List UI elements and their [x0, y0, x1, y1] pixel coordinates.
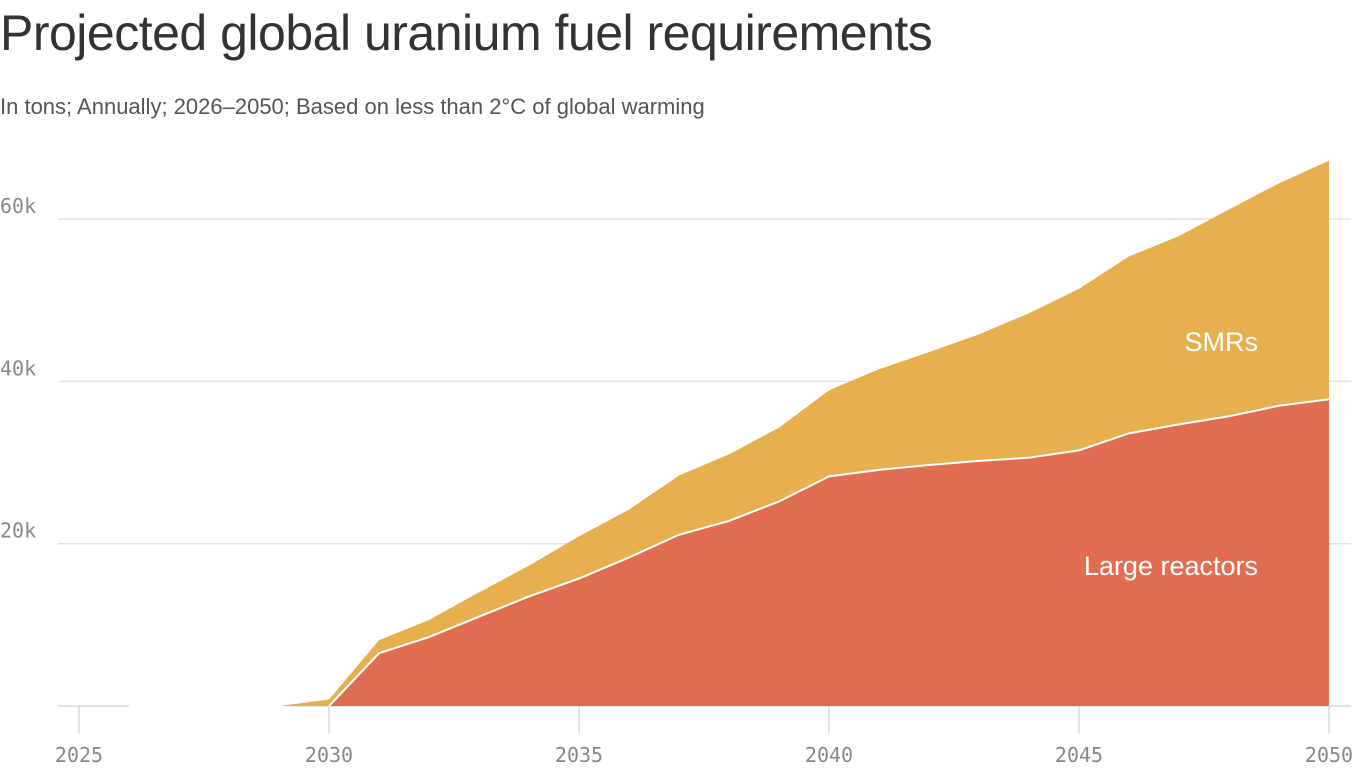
- series-label-smrs: SMRs: [1185, 327, 1259, 357]
- y-tick-label: 20k: [0, 519, 36, 543]
- x-tick-label: 2040: [805, 743, 853, 767]
- chart-title: Projected global uranium fuel requiremen…: [0, 5, 933, 61]
- x-tick-label: 2030: [305, 743, 353, 767]
- series-divider-line: [328, 398, 1330, 707]
- series-label-large-reactors: Large reactors: [1084, 551, 1258, 581]
- area-smrs: [279, 160, 1329, 706]
- y-tick-label: 60k: [0, 194, 36, 218]
- y-tick-label: 40k: [0, 356, 36, 380]
- x-tick-label: 2025: [55, 743, 103, 767]
- chart-subtitle: In tons; Annually; 2026–2050; Based on l…: [0, 94, 705, 119]
- x-tick-label: 2045: [1055, 743, 1103, 767]
- x-tick-label: 2050: [1305, 743, 1353, 767]
- x-tick-label: 2035: [555, 743, 603, 767]
- area-large-reactors: [279, 399, 1329, 706]
